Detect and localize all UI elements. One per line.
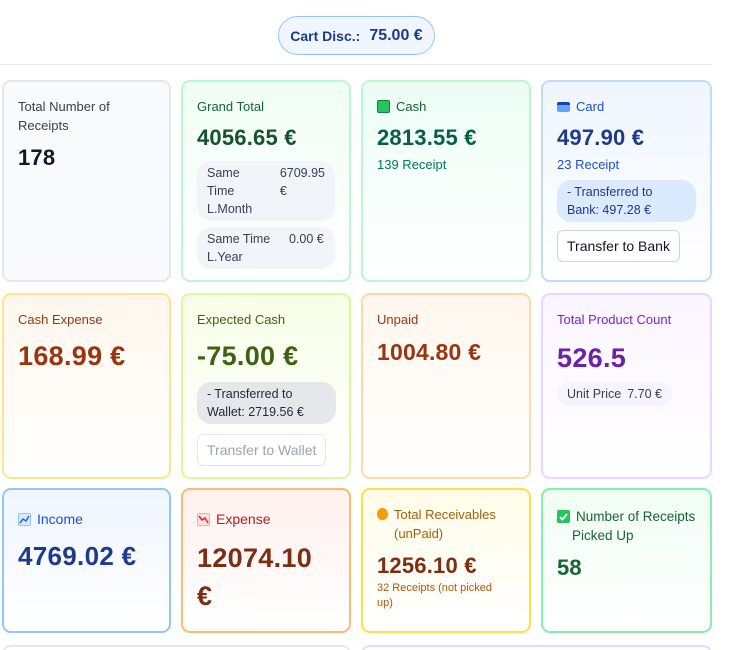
receipts-count-card: Total Number of Receipts 178 bbox=[2, 80, 171, 282]
income-value: 4769.02 € bbox=[18, 541, 137, 571]
picked-up-value: 58 bbox=[557, 555, 582, 580]
money-bag-icon bbox=[377, 508, 388, 520]
cart-discount-label: Cart Disc.: bbox=[290, 27, 361, 44]
divider bbox=[0, 64, 712, 65]
unit-price-chip: Unit Price 7.70 € bbox=[557, 382, 672, 406]
income-title: Income bbox=[37, 511, 83, 527]
cash-card: Cash 2813.55 € 139 Receipt bbox=[361, 80, 531, 282]
card-title: Card bbox=[576, 99, 605, 114]
expected-cash-title: Expected Cash bbox=[197, 312, 286, 327]
cash-value: 2813.55 € bbox=[377, 125, 477, 150]
grand-total-value: 4056.65 € bbox=[197, 125, 297, 150]
transferred-to-wallet-chip: - Transferred to Wallet: 2719.56 € bbox=[197, 382, 336, 424]
chart-down-icon bbox=[197, 513, 210, 526]
transferred-to-bank-chip: - Transferred to Bank: 497.28 € bbox=[557, 180, 696, 222]
expected-cash-value: -75.00 € bbox=[197, 341, 299, 371]
expense-title: Expense bbox=[216, 511, 271, 527]
card-card: Card 497.90 € 23 Receipt - Transferred t… bbox=[541, 80, 712, 282]
cash-expense-title: Cash Expense bbox=[18, 312, 103, 327]
product-count-value: 526.5 bbox=[557, 343, 627, 373]
product-count-title: Total Product Count bbox=[557, 312, 672, 327]
last-year-value: 0.00 € bbox=[289, 232, 324, 246]
unit-price-value: 7.70 € bbox=[627, 387, 662, 401]
income-card: Income 4769.02 € bbox=[2, 488, 171, 633]
last-month-value: 6709.95 € bbox=[279, 166, 325, 198]
income-title-row: Income bbox=[18, 510, 155, 529]
picked-up-title: Number of Receipts Picked Up bbox=[572, 509, 696, 543]
receivables-title-row: Total Receivables (unPaid) bbox=[377, 505, 515, 543]
chart-up-icon bbox=[18, 513, 31, 526]
picked-up-card: Number of Receipts Picked Up 58 bbox=[541, 488, 712, 633]
picked-up-title-row: Number of Receipts Picked Up bbox=[557, 507, 696, 545]
unpaid-title: Unpaid bbox=[377, 312, 419, 327]
last-month-label: Same Time L.Month bbox=[207, 166, 253, 216]
grand-total-title: Grand Total bbox=[197, 99, 264, 114]
transfer-to-wallet-button[interactable]: Transfer to Wallet bbox=[197, 434, 327, 466]
last-month-chip: Same Time L.Month 6709.95 € bbox=[197, 161, 335, 221]
credit-card-icon bbox=[557, 102, 570, 112]
receivables-note: 32 Receipts (not picked up) bbox=[377, 582, 492, 609]
last-year-chip: Same Time L.Year 0.00 € bbox=[197, 227, 335, 269]
cash-expense-card: Cash Expense 168.99 € bbox=[2, 293, 171, 479]
transfer-to-bank-button[interactable]: Transfer to Bank bbox=[557, 230, 680, 262]
card-title-row: Card bbox=[557, 97, 696, 116]
money-icon bbox=[377, 100, 390, 113]
card-receipts: 23 Receipt bbox=[557, 157, 620, 172]
unpaid-card: Unpaid 1004.80 € bbox=[361, 293, 531, 479]
card-value: 497.90 € bbox=[557, 125, 645, 150]
expense-title-row: Expense bbox=[197, 510, 335, 529]
cash-receipts: 139 Receipt bbox=[377, 157, 447, 172]
next-card-left bbox=[2, 645, 351, 650]
unpaid-value: 1004.80 € bbox=[377, 339, 482, 365]
cash-expense-value: 168.99 € bbox=[18, 341, 126, 371]
last-year-label: Same Time L.Year bbox=[207, 232, 271, 264]
product-count-card: Total Product Count 526.5 Unit Price 7.7… bbox=[541, 293, 712, 479]
receipts-count-title: Total Number of Receipts bbox=[18, 99, 110, 133]
next-card-right bbox=[361, 645, 712, 650]
cash-title-row: Cash bbox=[377, 97, 515, 116]
unit-price-label: Unit Price bbox=[567, 387, 622, 401]
cart-discount-value: 75.00 € bbox=[369, 26, 423, 44]
expense-value: 12074.10 € bbox=[197, 543, 313, 611]
check-box-icon bbox=[557, 510, 570, 523]
expense-card: Expense 12074.10 € bbox=[181, 488, 351, 633]
receipts-count-value: 178 bbox=[18, 145, 56, 170]
cash-title: Cash bbox=[396, 99, 427, 114]
receivables-title: Total Receivables (unPaid) bbox=[394, 507, 496, 541]
receivables-card: Total Receivables (unPaid) 1256.10 € 32 … bbox=[361, 488, 531, 633]
grand-total-card: Grand Total 4056.65 € Same Time L.Month … bbox=[181, 80, 351, 282]
expected-cash-card: Expected Cash -75.00 € - Transferred to … bbox=[181, 293, 351, 479]
receivables-value: 1256.10 € bbox=[377, 553, 477, 578]
cart-discount-pill: Cart Disc.: 75.00 € bbox=[278, 16, 435, 55]
